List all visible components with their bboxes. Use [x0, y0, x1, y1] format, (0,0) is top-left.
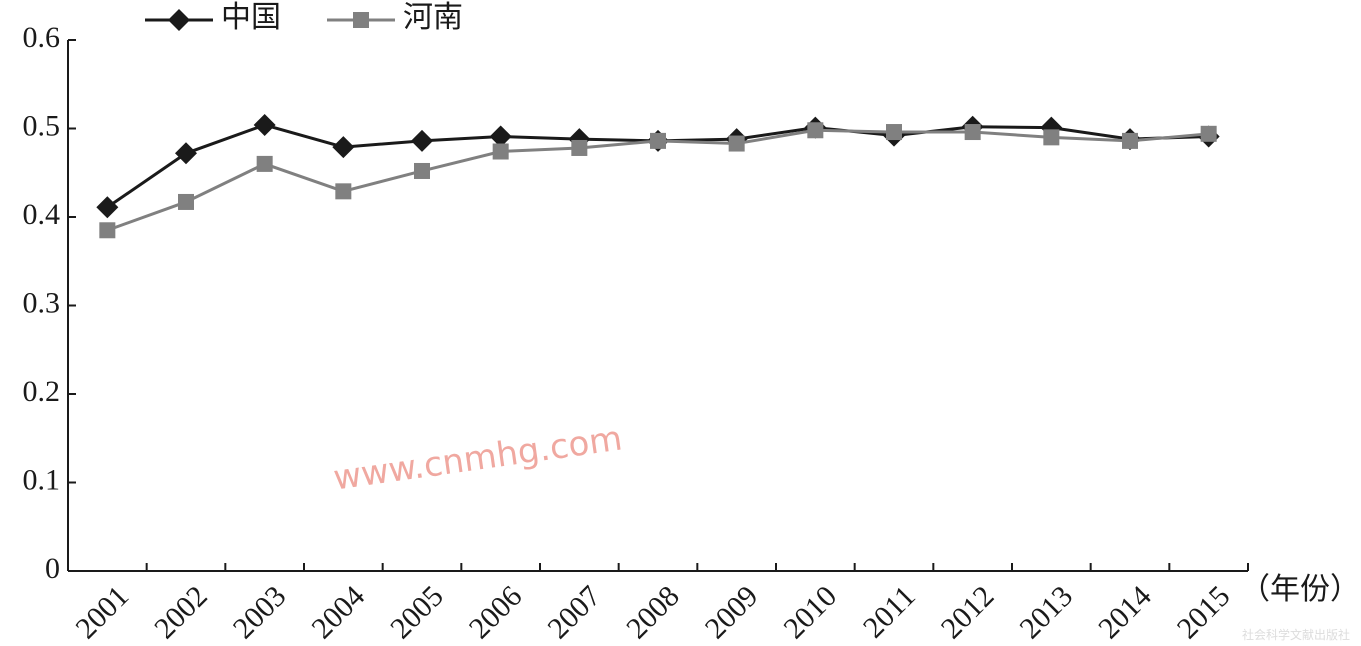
- point: [253, 113, 276, 136]
- x-tick-label: 2005: [384, 579, 450, 645]
- y-tick-label: 0.5: [23, 109, 61, 142]
- point: [492, 143, 509, 160]
- point: [807, 122, 824, 139]
- x-tick-label: 2001: [69, 579, 135, 645]
- point: [886, 124, 902, 141]
- legend-marker: [353, 12, 369, 28]
- x-tick-label: 2010: [777, 579, 843, 645]
- point: [178, 193, 194, 210]
- x-tick-label: 2007: [541, 579, 607, 645]
- point: [175, 142, 197, 165]
- y-tick-label: 0.4: [23, 198, 61, 231]
- point: [256, 155, 273, 172]
- point: [489, 125, 512, 148]
- legend-label: 中国: [221, 1, 281, 34]
- watermark: www.cnmhg.com: [331, 418, 625, 498]
- x-tick-label: 2014: [1092, 579, 1158, 645]
- point: [1200, 125, 1217, 142]
- point: [964, 124, 981, 141]
- x-tick-label: 2004: [305, 579, 371, 645]
- point: [332, 136, 355, 159]
- point: [1040, 116, 1063, 139]
- y-tick-label: 0.1: [23, 463, 61, 496]
- x-tick-label: 2013: [1013, 579, 1079, 645]
- point: [650, 132, 666, 149]
- point: [99, 222, 116, 239]
- point: [1122, 132, 1138, 149]
- point: [1043, 129, 1060, 146]
- publisher-mark: 社会科学文献出版社: [1242, 627, 1350, 642]
- x-tick-label: 2015: [1171, 579, 1237, 645]
- x-tick-label: 2003: [227, 579, 293, 645]
- point: [411, 129, 433, 152]
- x-axis-label: （年份）: [1240, 573, 1360, 606]
- x-tick-label: 2012: [935, 579, 1001, 645]
- x-tick-label: 2002: [148, 579, 214, 645]
- point: [335, 183, 352, 200]
- y-tick-label: 0.3: [23, 286, 61, 319]
- x-tick-label: 2009: [699, 579, 765, 645]
- point: [571, 139, 588, 156]
- legend-label: 河南: [403, 1, 463, 34]
- x-tick-label: 2011: [857, 579, 922, 644]
- legend-marker: [168, 9, 190, 31]
- y-tick-label: 0.6: [23, 21, 61, 54]
- y-tick-label: 0.2: [23, 375, 61, 408]
- x-tick-label: 2008: [620, 579, 686, 645]
- y-tick-label: 0: [45, 552, 60, 585]
- point: [414, 162, 430, 179]
- point: [96, 196, 119, 219]
- point: [728, 135, 745, 152]
- x-tick-label: 2006: [463, 579, 529, 645]
